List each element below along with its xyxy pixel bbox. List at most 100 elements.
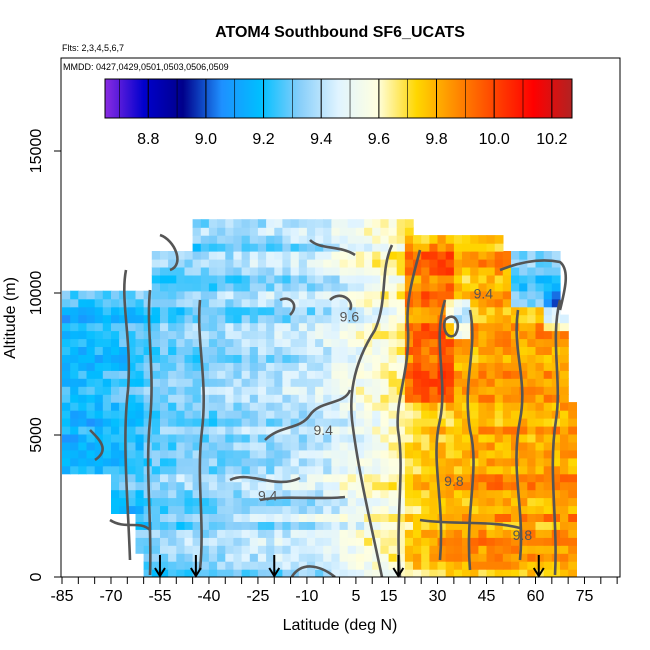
- heatmap-cell: [306, 338, 316, 347]
- plot-frame: [60, 57, 621, 578]
- heatmap-cell: [364, 330, 373, 340]
- heatmap-cell: [355, 243, 365, 252]
- heatmap-cell: [372, 561, 381, 570]
- heatmap-cell: [502, 402, 512, 411]
- heatmap-cell: [160, 394, 169, 403]
- heatmap-cell: [249, 489, 259, 499]
- heatmap-cell: [486, 235, 496, 244]
- heatmap-cell: [257, 457, 267, 467]
- heatmap-cell: [168, 465, 177, 475]
- heatmap-cell: [486, 346, 496, 355]
- heatmap-cell: [225, 298, 235, 308]
- heatmap-cell: [445, 441, 455, 451]
- heatmap-cell: [102, 354, 112, 363]
- heatmap-cell: [119, 346, 128, 355]
- heatmap-cell: [421, 330, 430, 340]
- heatmap-cell: [192, 425, 202, 435]
- heatmap-cell: [266, 529, 275, 538]
- heatmap-cell: [478, 314, 488, 324]
- heatmap-cell: [200, 235, 210, 244]
- heatmap-cell: [306, 505, 316, 514]
- heatmap-cell: [119, 410, 128, 419]
- heatmap-cell: [453, 418, 463, 427]
- heatmap-cell: [519, 362, 528, 371]
- heatmap-cell: [290, 346, 300, 355]
- heatmap-cell: [184, 545, 194, 554]
- heatmap-cell: [298, 354, 308, 363]
- heatmap-cell: [470, 418, 479, 427]
- heatmap-cell: [306, 219, 316, 228]
- heatmap-cell: [396, 298, 406, 308]
- heatmap-cell: [62, 425, 71, 435]
- heatmap-cell: [331, 425, 341, 435]
- heatmap-cell: [168, 473, 177, 483]
- heatmap-cell: [241, 378, 251, 387]
- heatmap-cell: [347, 219, 357, 228]
- heatmap-cell: [184, 505, 194, 514]
- heatmap-cell: [127, 497, 137, 507]
- heatmap-cell: [339, 282, 349, 292]
- heatmap-cell: [290, 322, 300, 332]
- heatmap-cell: [192, 537, 202, 546]
- heatmap-cell: [306, 266, 316, 276]
- heatmap-cell: [372, 569, 381, 577]
- heatmap-cell: [86, 346, 96, 355]
- heatmap-cell: [470, 425, 479, 435]
- heatmap-cell: [290, 441, 300, 451]
- heatmap-cell: [364, 243, 373, 252]
- heatmap-cell: [347, 545, 357, 554]
- x-axis: -85 -70 -55 -40 -25 -10 5 15 30 45 60 75: [50, 577, 618, 605]
- heatmap-cell: [290, 497, 300, 507]
- heatmap-cell: [347, 282, 357, 292]
- heatmap-cell: [519, 513, 528, 522]
- heatmap-cell: [176, 338, 186, 347]
- heatmap-cell: [102, 290, 112, 300]
- heatmap-cell: [355, 266, 365, 276]
- heatmap-cell: [339, 330, 349, 340]
- heatmap-cell: [486, 418, 496, 427]
- heatmap-cell: [217, 243, 226, 252]
- heatmap-cell: [429, 282, 439, 292]
- heatmap-cell: [290, 457, 300, 467]
- heatmap-cell: [217, 394, 226, 403]
- heatmap-cell: [331, 290, 341, 300]
- heatmap-cell: [347, 266, 357, 276]
- heatmap-cell: [413, 235, 422, 244]
- heatmap-cell: [494, 449, 504, 459]
- heatmap-cell: [462, 370, 471, 379]
- heatmap-cell: [568, 553, 577, 562]
- heatmap-cell: [306, 251, 316, 260]
- heatmap-cell: [355, 290, 365, 300]
- heatmap-cell: [543, 537, 553, 546]
- heatmap-cell: [70, 457, 79, 467]
- heatmap-cell: [184, 410, 194, 419]
- heatmap-cell: [306, 529, 316, 538]
- heatmap-cell: [298, 449, 308, 459]
- heatmap-cell: [511, 330, 520, 340]
- heatmap-cell: [388, 306, 398, 316]
- heatmap-cell: [315, 481, 324, 491]
- heatmap-cell: [298, 521, 308, 530]
- heatmap-cell: [470, 362, 479, 371]
- heatmap-cell: [208, 243, 218, 252]
- contour-line: [229, 475, 301, 484]
- heatmap-cell: [494, 378, 504, 387]
- heatmap-cell: [298, 497, 308, 507]
- heatmap-cell: [160, 322, 169, 332]
- heatmap-cell: [453, 306, 463, 316]
- heatmap-cell: [143, 290, 153, 300]
- heatmap-cell: [290, 561, 300, 570]
- heatmap-cell: [421, 513, 430, 522]
- heatmap-cell: [111, 306, 120, 316]
- heatmap-cell: [388, 545, 398, 554]
- heatmap-cell: [266, 418, 275, 427]
- heatmap-cell: [151, 314, 161, 324]
- heatmap-cell: [62, 418, 71, 427]
- heatmap-cell: [184, 553, 194, 562]
- heatmap-cell: [396, 306, 406, 316]
- heatmap-cell: [347, 378, 357, 387]
- heatmap-cell: [217, 282, 226, 292]
- heatmap-cell: [257, 243, 267, 252]
- heatmap-cell: [339, 386, 349, 395]
- heatmap-cell: [355, 298, 365, 308]
